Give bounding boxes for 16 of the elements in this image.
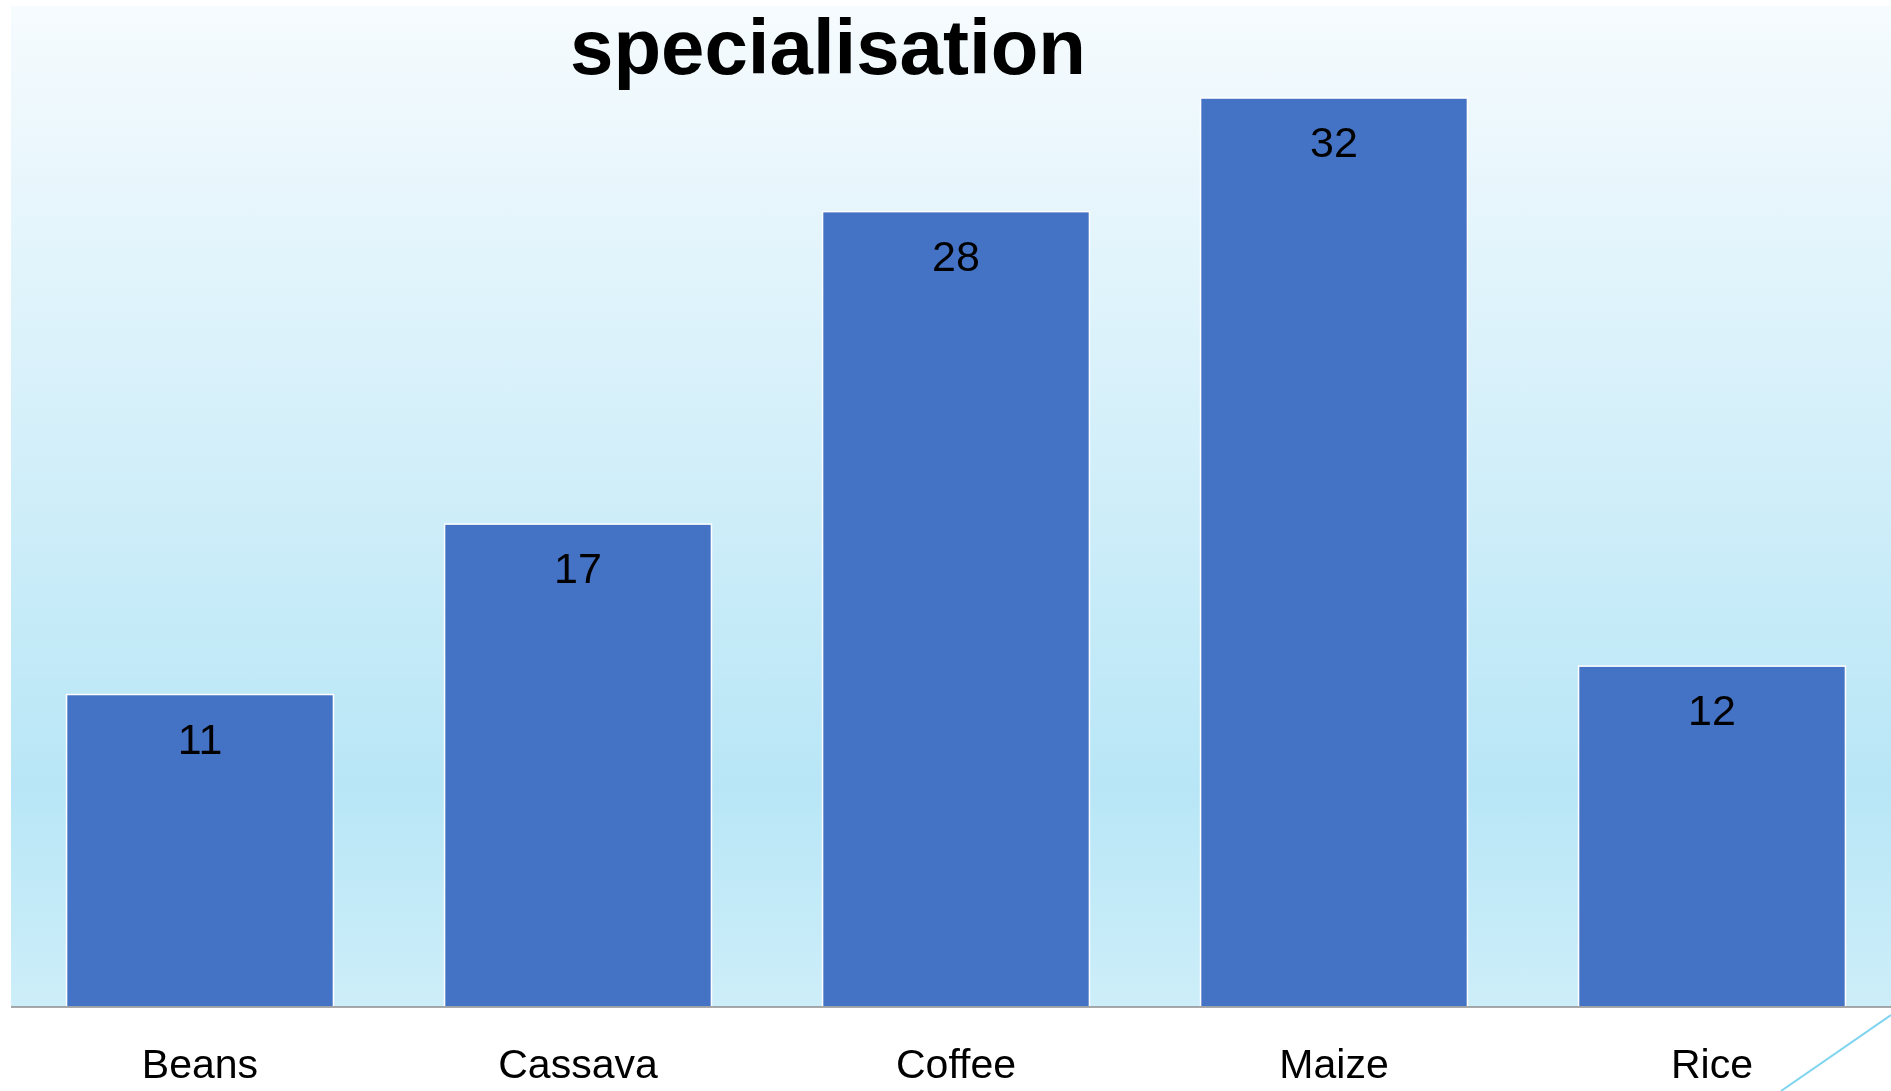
data-label: 17 (554, 544, 602, 593)
x-tick-label: Rice (1670, 1041, 1754, 1087)
bar (1199, 97, 1469, 1008)
data-label: 11 (177, 714, 223, 763)
bar (1577, 665, 1847, 1008)
data-label: 28 (932, 231, 980, 280)
x-tick-label: Coffee (895, 1041, 1017, 1087)
x-tick-label: Maize (1279, 1041, 1389, 1087)
bar (65, 693, 335, 1008)
bar (821, 210, 1091, 1008)
x-tick-label: Beans (141, 1041, 259, 1087)
data-label: 12 (1688, 686, 1736, 735)
chart-title: specialisation (570, 3, 1086, 91)
x-tick-label: Cassava (498, 1041, 658, 1087)
data-label: 32 (1310, 118, 1358, 166)
bar (443, 523, 713, 1008)
